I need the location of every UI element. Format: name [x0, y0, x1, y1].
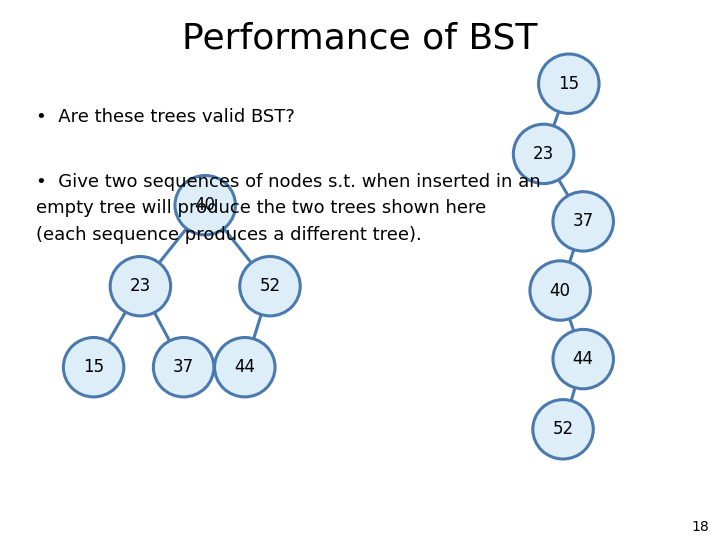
- Ellipse shape: [539, 54, 599, 113]
- Text: Performance of BST: Performance of BST: [182, 22, 538, 56]
- Text: 52: 52: [259, 277, 281, 295]
- Text: 44: 44: [572, 350, 594, 368]
- Text: 23: 23: [130, 277, 151, 295]
- Ellipse shape: [153, 338, 214, 397]
- Text: 18: 18: [691, 519, 709, 534]
- Text: 15: 15: [83, 358, 104, 376]
- Text: •  Are these trees valid BST?: • Are these trees valid BST?: [36, 108, 295, 126]
- Ellipse shape: [175, 176, 235, 235]
- Text: 23: 23: [533, 145, 554, 163]
- Ellipse shape: [553, 192, 613, 251]
- Text: 40: 40: [194, 196, 216, 214]
- Ellipse shape: [553, 329, 613, 389]
- Ellipse shape: [533, 400, 593, 459]
- Ellipse shape: [513, 124, 574, 184]
- Text: •  Give two sequences of nodes s.t. when inserted in an
empty tree will produce : • Give two sequences of nodes s.t. when …: [36, 173, 541, 244]
- Ellipse shape: [530, 261, 590, 320]
- Text: 37: 37: [173, 358, 194, 376]
- Ellipse shape: [110, 256, 171, 316]
- Text: 44: 44: [234, 358, 256, 376]
- Text: 37: 37: [572, 212, 594, 231]
- Ellipse shape: [215, 338, 275, 397]
- Ellipse shape: [63, 338, 124, 397]
- Text: 15: 15: [558, 75, 580, 93]
- Text: 40: 40: [549, 281, 571, 300]
- Text: 52: 52: [552, 420, 574, 438]
- Ellipse shape: [240, 256, 300, 316]
